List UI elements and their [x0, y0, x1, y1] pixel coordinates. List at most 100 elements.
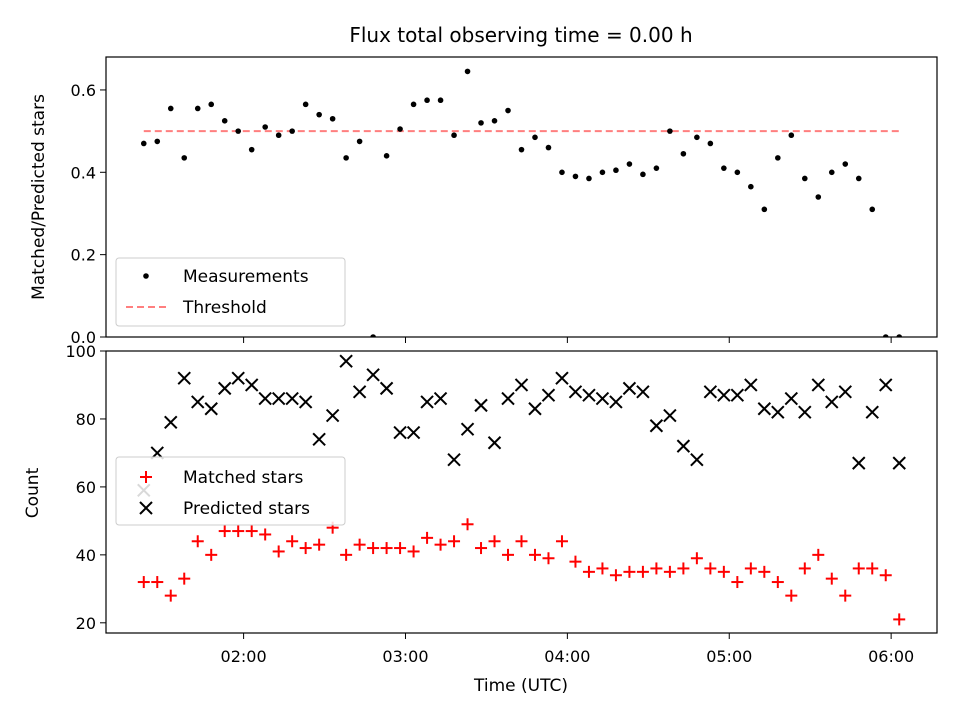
- matched-star-point: [461, 518, 474, 531]
- measurement-point: [154, 138, 161, 145]
- matched-star-point: [839, 589, 852, 602]
- bottom-legend: Matched stars Predicted stars: [115, 456, 346, 526]
- predicted-star-point: [784, 391, 799, 406]
- matched-star-point: [259, 528, 272, 541]
- predicted-star-point: [852, 456, 866, 470]
- matched-star-point: [650, 562, 663, 575]
- predicted-star-point: [649, 419, 664, 433]
- measurement-point: [505, 107, 511, 114]
- matched-star-point: [771, 576, 784, 589]
- predicted-star-point: [757, 402, 772, 416]
- predicted-star-point: [838, 385, 852, 399]
- matched-star-point: [502, 548, 515, 561]
- top-y-tick-label: 0.6: [71, 81, 96, 100]
- matched-star-point: [582, 565, 595, 578]
- matched-star-point: [758, 565, 771, 578]
- legend-predicted-marker: [139, 501, 153, 515]
- x-tick-label: 05:00: [706, 647, 752, 666]
- predicted-star-point: [406, 425, 421, 440]
- measurement-point: [181, 155, 188, 161]
- measurement-point: [464, 68, 471, 75]
- matched-star-point: [164, 589, 177, 602]
- measurement-point: [801, 175, 808, 182]
- bottom-x-axis: 02:00 03:00 04:00 05:00 06:00: [221, 633, 914, 666]
- predicted-star-point: [164, 415, 178, 430]
- predicted-star-point: [204, 402, 218, 416]
- matched-star-point: [151, 576, 164, 589]
- top-x-axis-ticks: [243, 337, 892, 343]
- predicted-star-point: [879, 378, 893, 392]
- predicted-star-point: [555, 371, 569, 385]
- legend-measurements-marker: [143, 273, 149, 279]
- measurement-point: [275, 132, 282, 139]
- predicted-star-point: [352, 385, 367, 399]
- matched-star-point: [515, 535, 528, 548]
- matched-star-point: [825, 572, 838, 585]
- predicted-star-point: [825, 395, 839, 409]
- measurement-point: [316, 111, 322, 118]
- top-legend: Measurements Threshold: [115, 257, 346, 327]
- measurement-point: [667, 128, 673, 134]
- predicted-star-point: [339, 354, 353, 368]
- matched-star-point: [353, 538, 366, 551]
- predicted-star-point: [501, 391, 515, 406]
- bottom-y-tick-label: 100: [65, 342, 96, 361]
- measurement-point: [734, 169, 741, 176]
- measurement-point: [748, 183, 754, 190]
- measurement-point: [640, 171, 646, 178]
- matched-star-point: [434, 538, 447, 551]
- predicted-star-point: [717, 388, 731, 402]
- legend-threshold-label: Threshold: [182, 298, 267, 318]
- x-tick-label: 02:00: [221, 647, 267, 666]
- matched-star-point: [785, 589, 798, 602]
- measurement-point: [613, 167, 619, 174]
- measurement-point: [518, 146, 525, 153]
- measurement-point: [437, 97, 444, 104]
- measurement-point: [397, 126, 403, 132]
- matched-star-point: [636, 565, 649, 578]
- predicted-star-point: [191, 395, 205, 409]
- predicted-star-point: [663, 408, 677, 423]
- bottom-axes-frame: [105, 350, 938, 634]
- measurement-point: [626, 161, 633, 167]
- predicted-star-point: [231, 371, 245, 385]
- measurement-point: [559, 169, 565, 176]
- measurement-point: [451, 132, 457, 139]
- measurement-point: [248, 146, 255, 153]
- matched-star-point: [421, 531, 434, 544]
- predicted-star-point: [366, 368, 380, 382]
- legend-predicted-label: Predicted stars: [183, 499, 310, 519]
- measurement-point: [707, 140, 714, 147]
- measurement-point: [370, 334, 376, 337]
- chart-title: Flux total observing time = 0.00 h: [349, 23, 692, 47]
- measurement-point: [383, 153, 390, 159]
- top-y-tick-label: 0.2: [71, 246, 96, 265]
- matched-star-point: [232, 525, 245, 538]
- predicted-star-point: [690, 453, 704, 467]
- predicted-star-point: [595, 391, 610, 406]
- predicted-star-point: [177, 371, 191, 385]
- predicted-star-point: [271, 391, 286, 406]
- matched-star-point: [690, 552, 703, 565]
- measurement-point: [586, 175, 592, 182]
- predicted-star-point: [541, 388, 556, 402]
- legend-measurements-label: Measurements: [183, 267, 309, 287]
- top-y-tick-label: 0.4: [71, 163, 96, 182]
- measurement-point: [896, 334, 903, 337]
- matched-star-point: [623, 565, 636, 578]
- top-axes-frame: [105, 56, 938, 338]
- matched-star-point: [569, 555, 582, 568]
- predicted-star-point: [312, 432, 326, 447]
- matched-star-point: [272, 545, 285, 558]
- measurement-point: [828, 169, 835, 176]
- measurement-point: [208, 101, 215, 108]
- predicted-star-point: [865, 405, 879, 419]
- matched-star-point: [879, 569, 892, 582]
- matched-star-point: [609, 569, 622, 582]
- predicted-star-point: [379, 381, 394, 396]
- x-axis-label: Time (UTC): [473, 676, 568, 696]
- matched-star-point: [178, 572, 191, 585]
- measurement-point: [356, 138, 363, 145]
- predicted-star-point: [285, 391, 299, 406]
